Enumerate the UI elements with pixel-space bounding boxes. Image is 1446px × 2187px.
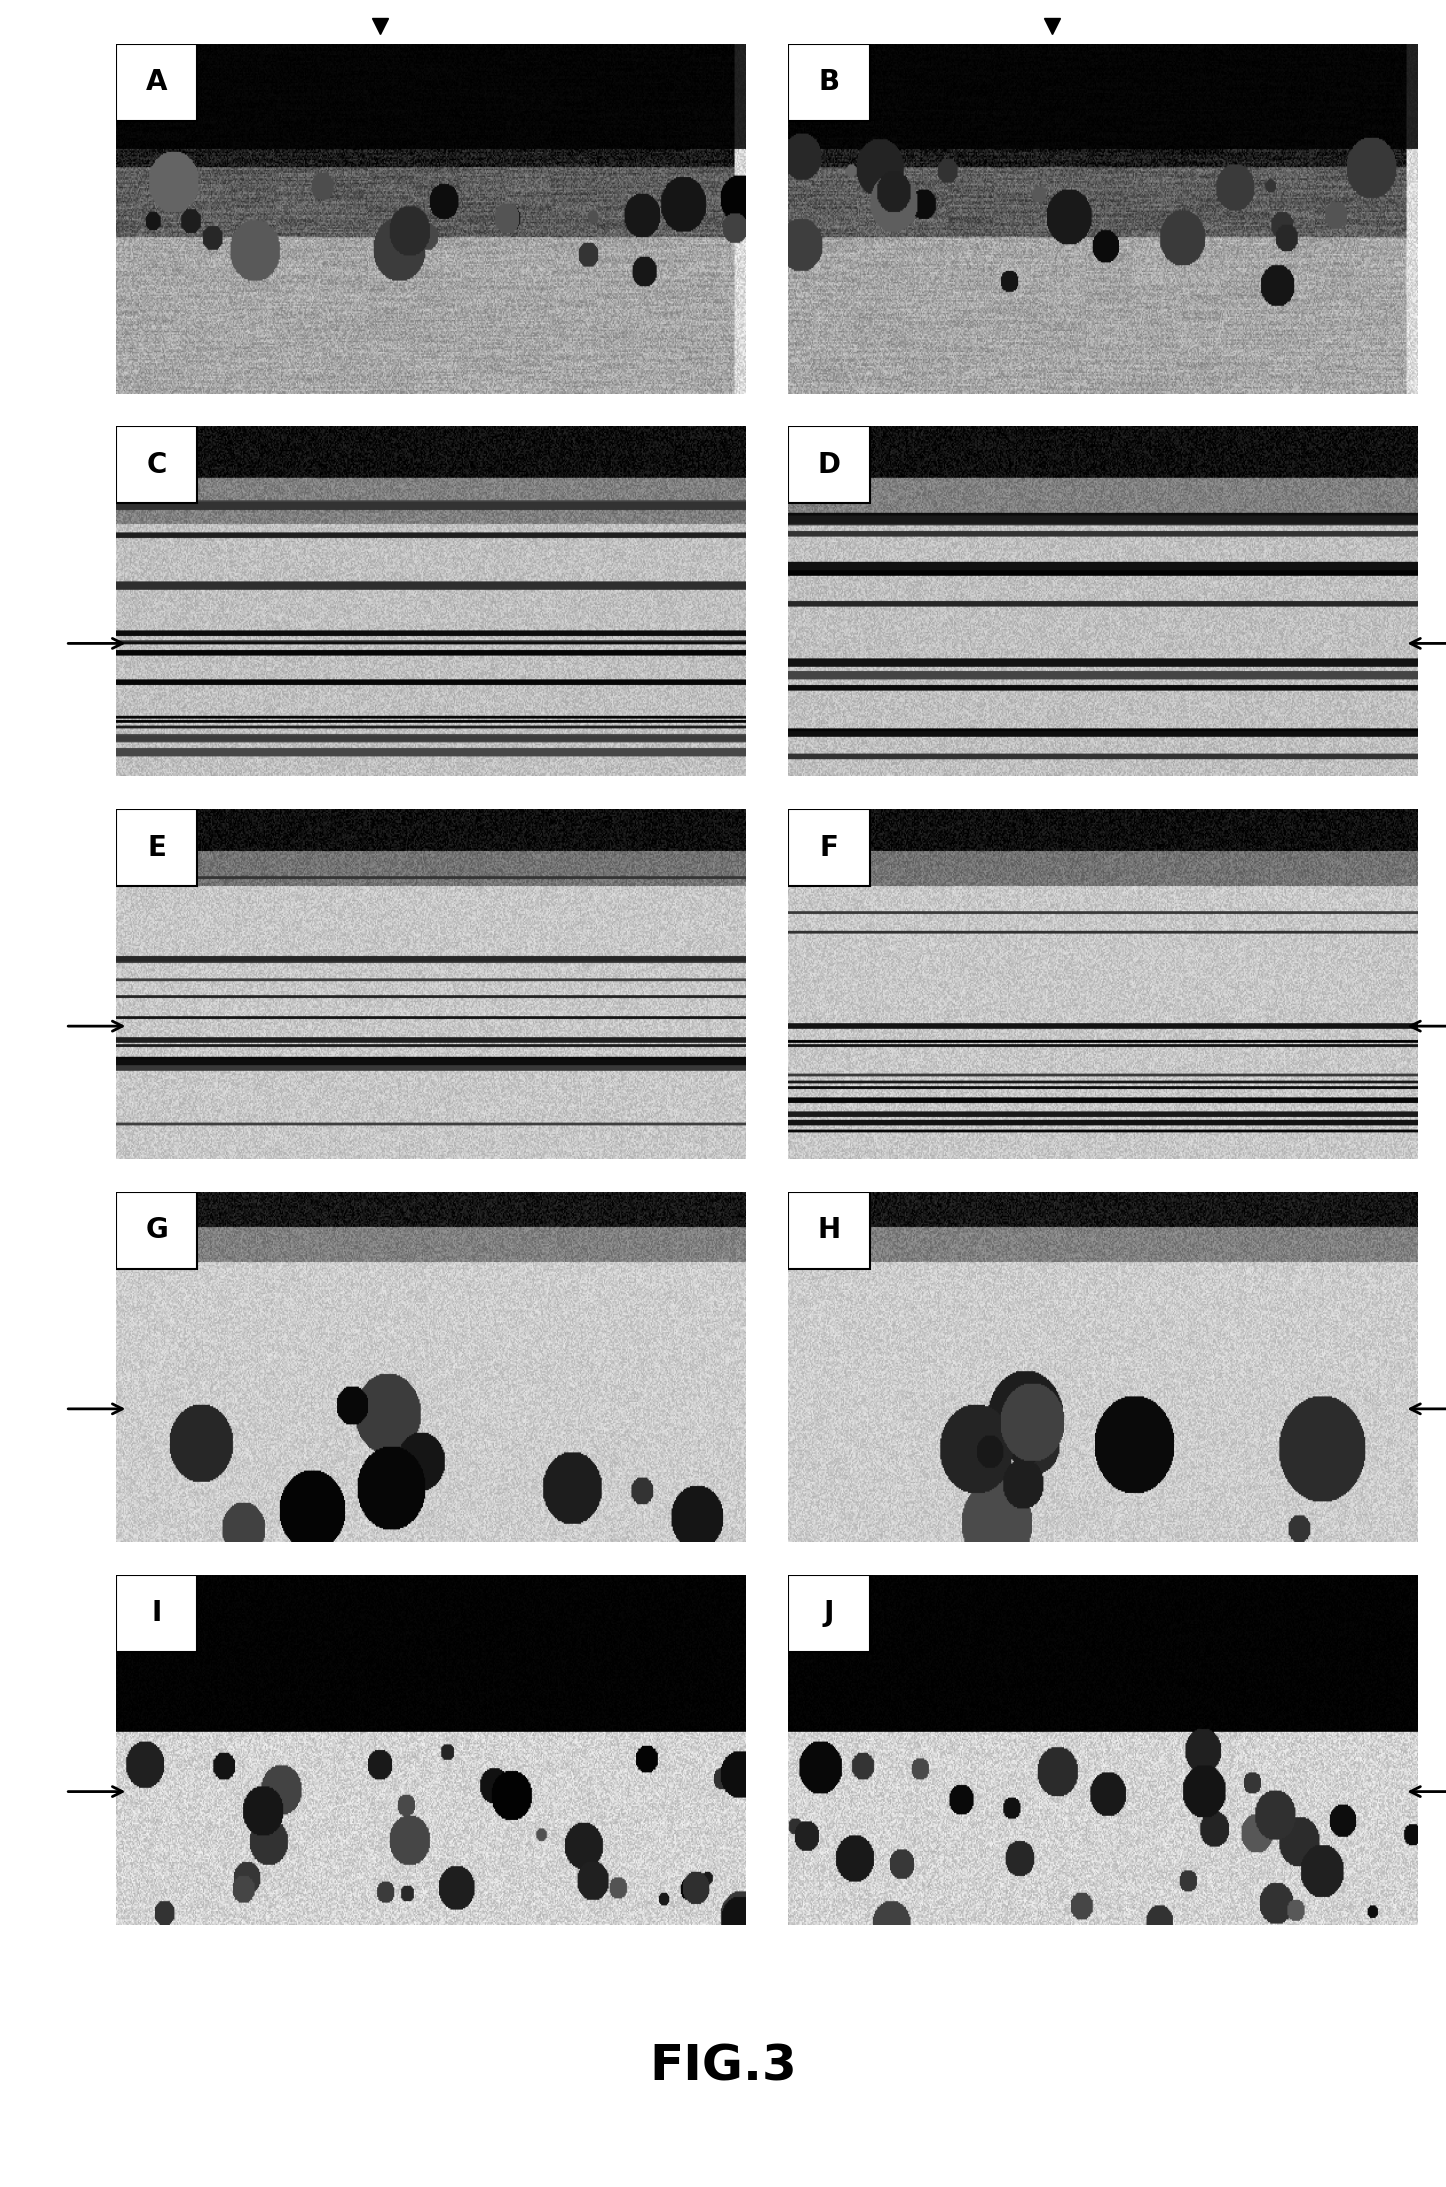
Text: G: G: [145, 1216, 168, 1244]
Bar: [116, 44, 198, 120]
Text: B: B: [818, 68, 840, 96]
Text: FIG.3: FIG.3: [649, 2043, 797, 2091]
Text: J: J: [824, 1599, 834, 1627]
Bar: [116, 1575, 198, 1651]
Text: H: H: [817, 1216, 840, 1244]
Bar: [788, 1575, 870, 1651]
Bar: [788, 809, 870, 886]
Text: D: D: [817, 451, 840, 479]
Text: I: I: [152, 1599, 162, 1627]
Bar: [788, 44, 870, 120]
Bar: [116, 1192, 198, 1268]
Text: A: A: [146, 68, 168, 96]
Bar: [116, 426, 198, 503]
Text: E: E: [147, 833, 166, 862]
Bar: [788, 426, 870, 503]
Text: C: C: [146, 451, 166, 479]
Text: F: F: [820, 833, 839, 862]
Bar: [788, 1192, 870, 1268]
Bar: [116, 809, 198, 886]
